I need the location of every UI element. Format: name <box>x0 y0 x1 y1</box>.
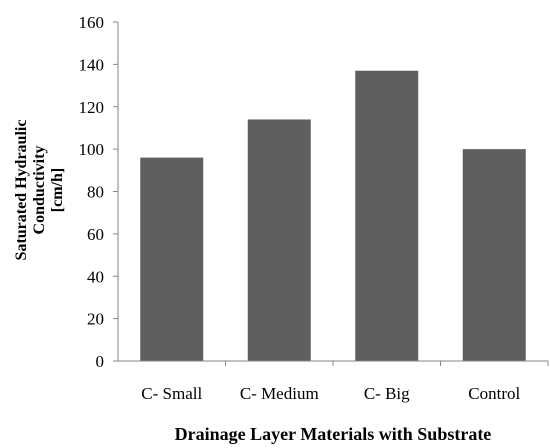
y-axis-title-line: Conductivity <box>31 146 48 235</box>
y-tick-label: 100 <box>79 140 105 159</box>
bar-c-medium <box>247 119 311 362</box>
y-tick-label: 140 <box>79 55 105 74</box>
bar-control <box>462 149 526 361</box>
x-axis-category-labels: C- Small C- Medium C- Big Control <box>141 361 549 403</box>
y-axis-title: Saturated HydraulicConductivity[cm/h] <box>13 120 66 261</box>
y-tick-label: 80 <box>87 183 104 202</box>
y-tick-label: 120 <box>79 98 105 117</box>
y-tick-label: 160 <box>79 13 105 32</box>
y-axis-ticks: 0 20 40 60 80 100 120 140 160 <box>79 13 118 371</box>
y-tick-label: 0 <box>96 352 105 371</box>
y-axis-title-line: [cm/h] <box>49 168 66 212</box>
y-tick-label: 20 <box>87 310 104 329</box>
x-category-label: C- Medium <box>240 384 319 403</box>
x-category-label: C- Big <box>364 384 410 403</box>
bar-c-small <box>140 157 204 361</box>
bars <box>140 70 526 362</box>
x-category-label: C- Small <box>141 384 202 403</box>
y-tick-label: 40 <box>87 267 104 286</box>
y-axis-title-line: Saturated Hydraulic <box>13 120 30 261</box>
x-category-label: Control <box>468 384 520 403</box>
x-axis-title: Drainage Layer Materials with Substrate <box>175 424 492 444</box>
y-tick-label: 60 <box>87 225 104 244</box>
bar-c-big <box>355 70 419 361</box>
